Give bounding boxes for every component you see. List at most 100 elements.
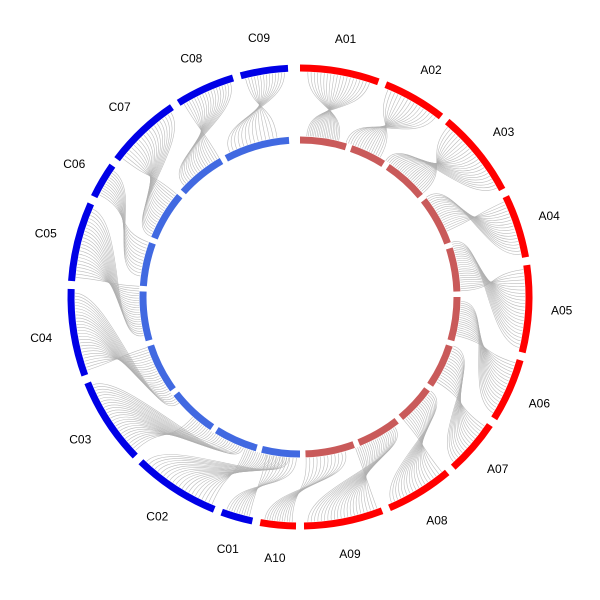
- synteny-link: [325, 74, 335, 139]
- synteny-link: [433, 202, 518, 240]
- inner-segment: [445, 247, 461, 292]
- synteny-link: [345, 117, 436, 143]
- synteny-link: [346, 440, 377, 517]
- synteny-link: [97, 394, 235, 452]
- synteny-link: [244, 455, 274, 516]
- chromosome-label-a01: A01: [335, 32, 357, 46]
- chromosome-label-c03: C03: [69, 433, 91, 447]
- synteny-link: [422, 126, 448, 194]
- synteny-link: [79, 250, 140, 306]
- synteny-link: [419, 131, 453, 191]
- synteny-link: [340, 438, 380, 519]
- chromosome-label-a10: A10: [264, 551, 286, 565]
- synteny-link: [387, 154, 496, 188]
- synteny-link: [310, 428, 396, 522]
- chromosome-label-a08: A08: [426, 513, 448, 527]
- synteny-link: [349, 441, 375, 517]
- synteny-link: [308, 81, 367, 137]
- chromosome-label-a04: A04: [539, 209, 561, 223]
- synteny-link: [307, 72, 341, 141]
- synteny-link: [402, 159, 479, 174]
- synteny-link: [77, 330, 161, 381]
- inner-segment: [305, 441, 355, 458]
- synteny-link: [413, 410, 426, 485]
- synteny-link: [96, 391, 238, 453]
- synteny-link: [166, 455, 275, 479]
- synteny-link: [311, 80, 361, 137]
- synteny-link: [313, 79, 358, 137]
- synteny-link: [79, 339, 158, 375]
- synteny-link: [334, 436, 384, 520]
- synteny-link: [103, 404, 227, 448]
- synteny-link: [75, 305, 173, 399]
- synteny-link: [330, 435, 386, 520]
- synteny-link: [148, 130, 161, 218]
- synteny-link: [189, 89, 216, 175]
- synteny-link: [75, 302, 175, 401]
- synteny-link: [78, 257, 140, 301]
- synteny-link: [145, 123, 163, 225]
- synteny-link: [434, 204, 517, 237]
- synteny-link: [458, 268, 525, 304]
- synteny-link: [317, 72, 336, 140]
- synteny-link: [249, 454, 268, 517]
- synteny-link: [397, 159, 485, 174]
- synteny-link: [154, 457, 283, 471]
- chromosome-arc-a07: [450, 423, 493, 470]
- synteny-link: [227, 72, 285, 153]
- synteny-link: [398, 396, 434, 499]
- synteny-link: [459, 319, 507, 388]
- synteny-link: [452, 245, 521, 342]
- synteny-link: [100, 399, 231, 450]
- synteny-link: [245, 78, 278, 138]
- synteny-link: [446, 363, 469, 447]
- synteny-link: [75, 308, 171, 397]
- synteny-link: [314, 72, 337, 140]
- synteny-link: [447, 345, 465, 462]
- inner-segment: [447, 296, 461, 342]
- synteny-link: [90, 215, 143, 332]
- synteny-link: [75, 292, 180, 407]
- synteny-link: [326, 74, 332, 139]
- inner-segment: [214, 427, 258, 452]
- chromosome-arc-a05: [518, 264, 533, 354]
- synteny-link: [149, 456, 288, 471]
- synteny-link: [411, 405, 428, 490]
- synteny-link: [399, 160, 483, 172]
- synteny-link: [77, 333, 160, 379]
- chromosome-arc-a03: [444, 118, 506, 192]
- synteny-link: [408, 403, 429, 492]
- synteny-link: [350, 112, 430, 145]
- synteny-link: [208, 449, 248, 503]
- synteny-link: [87, 221, 142, 327]
- synteny-link: [80, 247, 140, 308]
- inner-segment: [398, 387, 430, 420]
- synteny-link: [175, 454, 269, 485]
- chromosome-arc-c04: [67, 288, 89, 377]
- synteny-link: [204, 449, 250, 502]
- synteny-link: [121, 427, 206, 439]
- inner-segment: [180, 157, 224, 195]
- synteny-link: [314, 429, 395, 522]
- synteny-link: [404, 156, 477, 175]
- chromosome-arc-c07: [114, 104, 174, 162]
- synteny-link: [251, 77, 270, 139]
- synteny-link: [459, 321, 508, 385]
- chromosome-arc-a01: [299, 64, 380, 86]
- synteny-link: [358, 444, 370, 514]
- synteny-link: [395, 394, 435, 500]
- synteny-link: [84, 230, 141, 320]
- synteny-links: [74, 72, 526, 522]
- synteny-link: [327, 434, 388, 521]
- synteny-link: [412, 412, 428, 483]
- outer-ring: [67, 64, 533, 530]
- chromosome-label-c02: C02: [146, 510, 168, 524]
- synteny-link: [430, 198, 519, 246]
- synteny-link: [119, 425, 208, 439]
- synteny-link: [316, 77, 351, 137]
- synteny-link: [146, 132, 162, 216]
- inner-segment: [427, 344, 453, 387]
- chromosome-label-a03: A03: [493, 125, 515, 139]
- synteny-link: [450, 353, 464, 456]
- synteny-link: [401, 398, 433, 497]
